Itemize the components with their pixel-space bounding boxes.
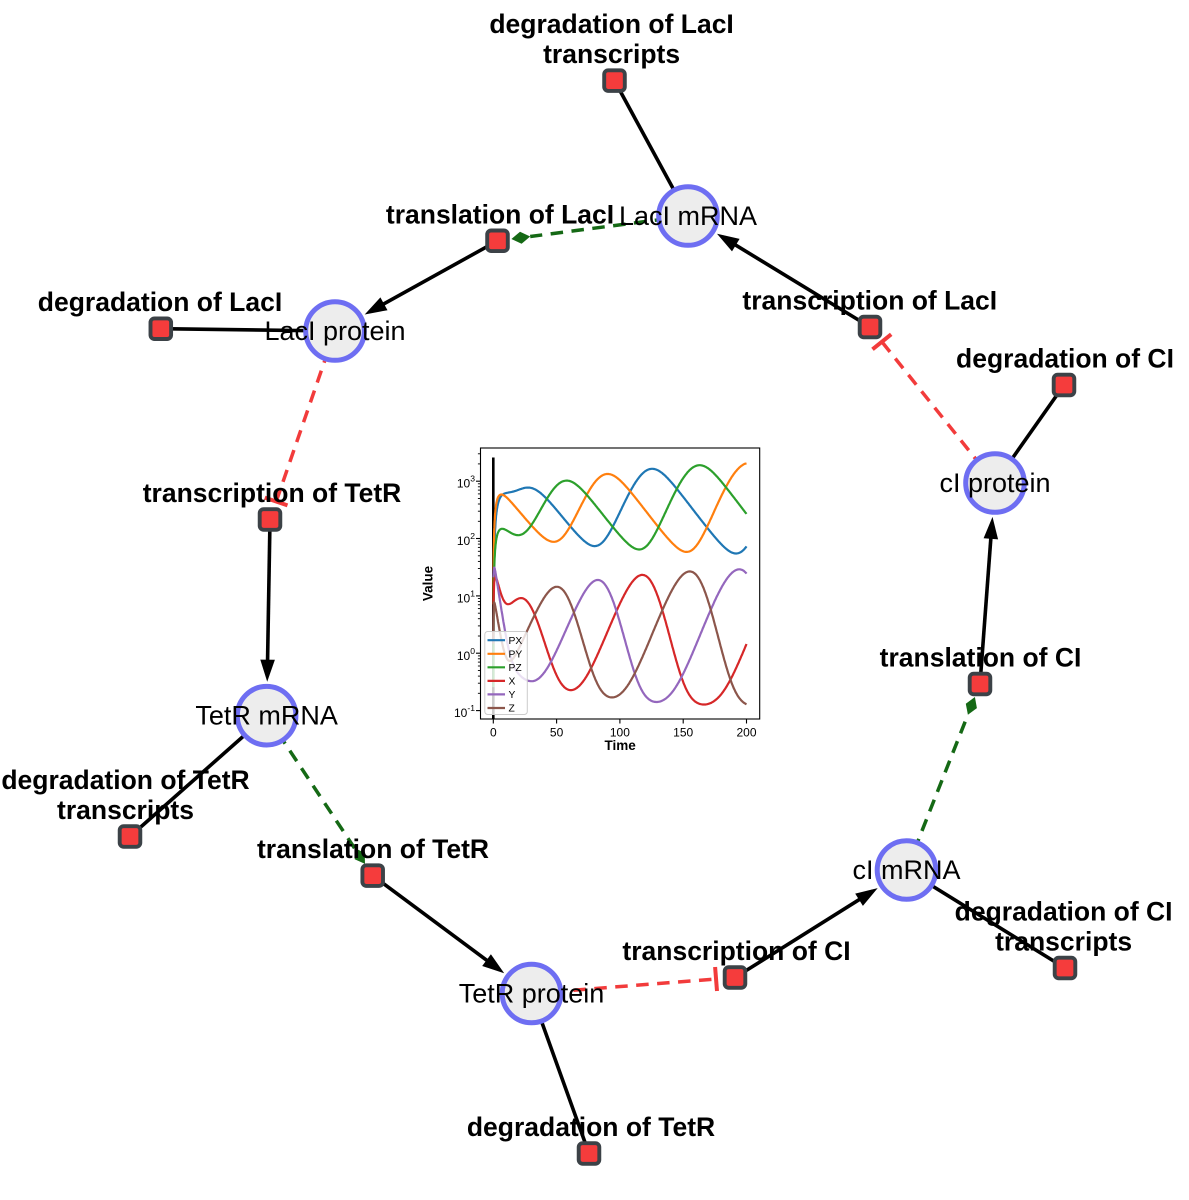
svg-text:translation of TetR: translation of TetR	[257, 834, 489, 864]
svg-text:50: 50	[550, 726, 564, 740]
svg-text:PX: PX	[509, 636, 523, 647]
svg-text:degradation of CI: degradation of CI	[956, 344, 1174, 374]
svg-text:Y: Y	[509, 690, 516, 701]
svg-text:transcription of CI: transcription of CI	[622, 936, 850, 966]
svg-text:TetR protein: TetR protein	[459, 979, 605, 1009]
svg-text:10-1: 10-1	[454, 703, 475, 720]
svg-text:degradation of CI: degradation of CI	[955, 897, 1173, 927]
svg-text:translation of CI: translation of CI	[880, 643, 1082, 673]
svg-text:translation of LacI: translation of LacI	[386, 199, 614, 229]
svg-text:cI protein: cI protein	[939, 468, 1050, 498]
svg-text:101: 101	[457, 588, 475, 605]
svg-text:transcripts: transcripts	[543, 39, 680, 69]
svg-text:degradation of LacI: degradation of LacI	[489, 9, 733, 39]
svg-text:transcription of TetR: transcription of TetR	[143, 478, 402, 508]
svg-text:100: 100	[457, 646, 475, 663]
svg-text:0: 0	[490, 726, 497, 740]
svg-text:PY: PY	[509, 649, 523, 660]
svg-text:Time: Time	[604, 738, 636, 753]
svg-text:transcripts: transcripts	[995, 927, 1132, 957]
svg-text:degradation of LacI: degradation of LacI	[38, 287, 282, 317]
svg-text:102: 102	[457, 531, 475, 548]
svg-text:Value: Value	[421, 565, 436, 601]
svg-text:PZ: PZ	[509, 663, 522, 674]
svg-text:LacI protein: LacI protein	[264, 316, 405, 346]
svg-text:transcription of LacI: transcription of LacI	[742, 286, 997, 316]
svg-text:degradation of TetR: degradation of TetR	[1, 765, 249, 795]
svg-text:103: 103	[457, 474, 475, 491]
svg-text:100: 100	[610, 726, 630, 740]
svg-text:TetR mRNA: TetR mRNA	[195, 701, 338, 731]
svg-text:degradation of TetR: degradation of TetR	[467, 1112, 715, 1142]
svg-text:cI mRNA: cI mRNA	[853, 855, 961, 885]
svg-text:LacI mRNA: LacI mRNA	[619, 201, 757, 231]
svg-text:150: 150	[673, 726, 693, 740]
svg-text:200: 200	[736, 726, 756, 740]
svg-text:Z: Z	[509, 704, 515, 715]
svg-text:X: X	[509, 677, 516, 688]
svg-text:transcripts: transcripts	[57, 795, 194, 825]
